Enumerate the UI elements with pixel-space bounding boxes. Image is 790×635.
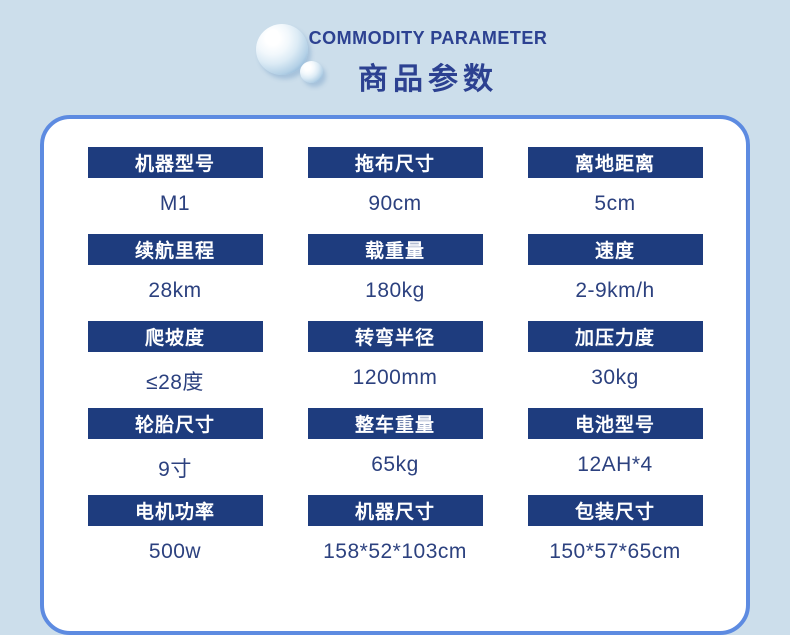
parameter-label: 机器型号: [87, 147, 263, 178]
parameter-cell: 离地距离 5cm: [505, 147, 725, 234]
parameter-label: 离地距离: [527, 147, 703, 178]
parameter-value: 180kg: [365, 279, 425, 302]
parameter-value: 500w: [148, 540, 202, 563]
parameters-grid: 机器型号 M1 拖布尺寸 90cm 离地距离 5cm 续航里程 28km 载重量…: [44, 119, 746, 582]
parameter-value: M1: [159, 192, 191, 215]
title-english: COMMODITY PARAMETER: [308, 28, 548, 48]
parameter-value: 150*57*65cm: [549, 540, 681, 563]
parameter-label: 转弯半径: [307, 321, 483, 352]
parameter-value: 5cm: [594, 192, 636, 215]
parameter-label: 加压力度: [527, 321, 703, 352]
parameter-label: 包装尺寸: [527, 495, 703, 526]
parameter-cell: 机器尺寸 158*52*103cm: [285, 495, 505, 582]
parameter-label: 轮胎尺寸: [87, 408, 263, 439]
parameter-cell: 轮胎尺寸 9寸: [65, 408, 285, 495]
title-block: COMMODITY PARAMETER 商品参数: [278, 28, 578, 98]
parameter-cell: 包装尺寸 150*57*65cm: [505, 495, 725, 582]
parameter-value: 90cm: [368, 192, 422, 215]
parameter-value: 2-9km/h: [575, 279, 655, 302]
parameter-label: 速度: [527, 234, 703, 265]
parameter-cell: 整车重量 65kg: [285, 408, 505, 495]
parameter-value: 12AH*4: [577, 453, 653, 476]
parameter-label: 机器尺寸: [307, 495, 483, 526]
page: { "colors": { "page_background": "#ccdee…: [0, 0, 790, 571]
header: COMMODITY PARAMETER 商品参数: [0, 0, 790, 115]
water-drop-small-icon: [300, 61, 323, 83]
parameter-label: 整车重量: [307, 408, 483, 439]
parameter-cell: 拖布尺寸 90cm: [285, 147, 505, 234]
parameter-label: 爬坡度: [87, 321, 263, 352]
parameter-cell: 转弯半径 1200mm: [285, 321, 505, 408]
parameter-value: 158*52*103cm: [323, 540, 467, 563]
parameter-cell: 加压力度 30kg: [505, 321, 725, 408]
parameter-cell: 速度 2-9km/h: [505, 234, 725, 321]
parameters-panel: 机器型号 M1 拖布尺寸 90cm 离地距离 5cm 续航里程 28km 载重量…: [40, 115, 750, 635]
parameter-value: 30kg: [591, 366, 639, 389]
page-title: 商品参数: [358, 63, 498, 96]
parameter-cell: 载重量 180kg: [285, 234, 505, 321]
water-drop-large-icon: [256, 24, 308, 75]
parameter-label: 续航里程: [87, 234, 263, 265]
parameter-value: 9寸: [158, 458, 192, 481]
parameter-cell: 续航里程 28km: [65, 234, 285, 321]
parameter-cell: 机器型号 M1: [65, 147, 285, 234]
parameter-label: 电机功率: [87, 495, 263, 526]
parameter-value: 1200mm: [352, 366, 438, 389]
parameter-cell: 电池型号 12AH*4: [505, 408, 725, 495]
parameter-value: ≤28度: [146, 371, 204, 394]
parameter-label: 拖布尺寸: [307, 147, 483, 178]
parameter-value: 28km: [148, 279, 202, 302]
water-drops-icon: [256, 24, 326, 86]
parameter-cell: 电机功率 500w: [65, 495, 285, 582]
parameter-cell: 爬坡度 ≤28度: [65, 321, 285, 408]
parameter-label: 载重量: [307, 234, 483, 265]
parameter-value: 65kg: [371, 453, 419, 476]
parameter-label: 电池型号: [527, 408, 703, 439]
